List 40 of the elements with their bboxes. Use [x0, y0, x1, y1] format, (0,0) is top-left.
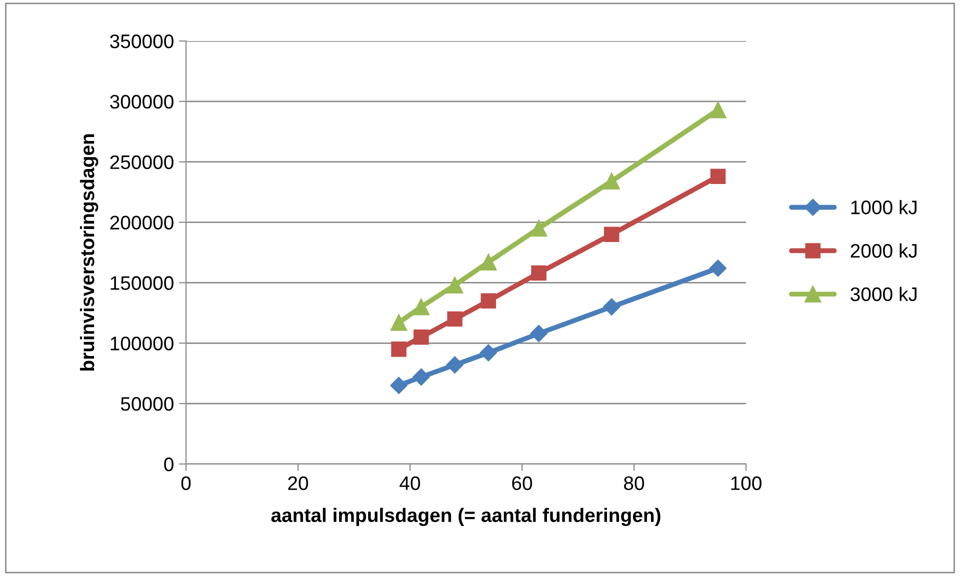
point [604, 226, 620, 242]
point [530, 324, 548, 342]
y-tick-label: 250000 [110, 155, 174, 170]
x-axis-title: aantal impulsdagen (= aantal funderingen) [271, 508, 660, 526]
legend-label: 1000 kJ [851, 200, 916, 214]
x-tick-label: 60 [512, 476, 532, 490]
x-tick-label: 20 [288, 476, 308, 490]
point [414, 329, 429, 345]
point [480, 293, 496, 308]
point [446, 356, 464, 374]
point [709, 260, 727, 277]
point [412, 298, 430, 316]
point [480, 344, 497, 362]
point [480, 254, 497, 270]
x-tick-label: 100 [731, 476, 762, 490]
y-tick-label: 350000 [110, 34, 174, 48]
y-tick-label: 50000 [120, 397, 174, 411]
y-tick-label: 200000 [110, 216, 174, 230]
point [531, 265, 546, 281]
legend-label: 2000 kJ [850, 243, 916, 258]
point [603, 172, 620, 190]
x-tick-label: 0 [181, 476, 191, 490]
x-tick-label: 40 [400, 476, 420, 490]
point [446, 276, 464, 294]
x-tick-label: 80 [624, 476, 644, 490]
y-axis-title: bruinvisverstoringsdagen [80, 134, 98, 371]
point [390, 376, 408, 394]
y-tick-label: 300000 [110, 94, 174, 109]
y-tick-label: 100000 [110, 336, 174, 350]
y-tick-label: 0 [164, 457, 174, 472]
point [412, 368, 430, 386]
point [391, 342, 406, 357]
point [603, 298, 620, 316]
y-tick-label: 150000 [110, 276, 174, 290]
point [710, 168, 726, 184]
point [390, 314, 408, 331]
legend-label: 3000 kJ [850, 286, 916, 302]
point [530, 220, 548, 237]
point [710, 102, 726, 118]
point [447, 311, 462, 327]
